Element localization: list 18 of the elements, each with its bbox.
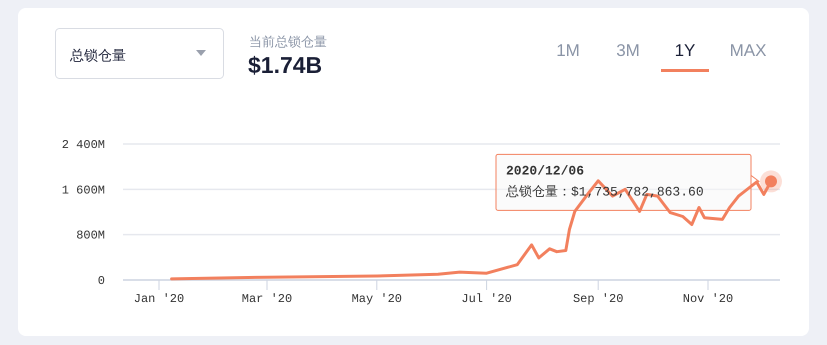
x-tick-label: Nov '20 (682, 292, 734, 306)
text: 总锁仓量 (69, 47, 126, 63)
y-tick-label: 1 600M (62, 183, 105, 198)
text: 3M (616, 41, 640, 60)
x-tick-label: May '20 (352, 292, 402, 306)
chart-title: 当前总锁仓量 (249, 34, 327, 49)
y-tick-label: 800M (76, 228, 105, 243)
text: 1Y (674, 41, 696, 60)
y-tick-label: 0 (98, 274, 105, 288)
chart-subtitle: $1.74B (248, 52, 322, 78)
x-tick-label: Jan '20 (134, 292, 184, 306)
x-tick-label: Sep '20 (572, 292, 624, 306)
annotation: 2020/12/06 (506, 163, 584, 178)
x-tick-label: Mar '20 (242, 292, 292, 306)
x-tick-label: Jul '20 (461, 292, 512, 306)
text: MAX (730, 41, 766, 60)
y-tick-label: 2 400M (62, 138, 105, 152)
text: 1M (556, 41, 580, 60)
